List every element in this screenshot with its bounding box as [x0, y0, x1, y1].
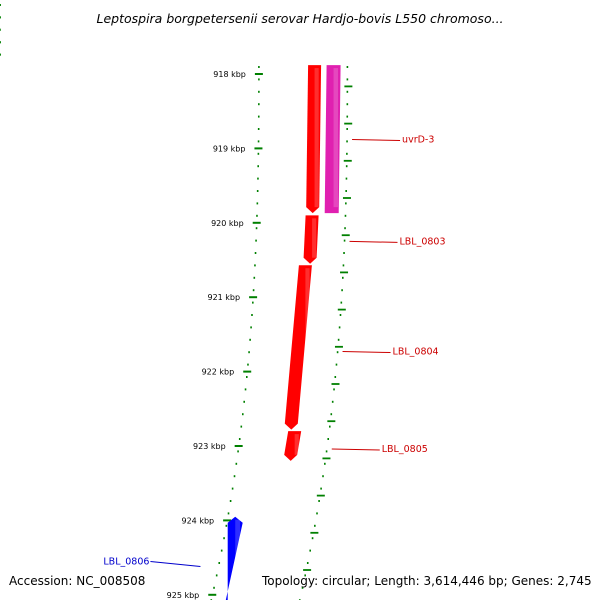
- reverse-gene: [306, 65, 322, 214]
- reverse-gene-shine: [314, 68, 319, 208]
- forward-gene-shine: [0, 28, 5, 37]
- gene-labels: uvrD-3 LBL_0803 LBL_0804 LBL_0805 LBL_0806: [103, 134, 445, 567]
- ring-layer: [0, 4, 349, 600]
- gene-label: uvrD-3: [402, 134, 434, 145]
- forward-gene: [225, 516, 243, 600]
- scale-tick-label: 918 kbp: [213, 70, 246, 79]
- genome-summary-text: Topology: circular; Length: 3,614,446 bp…: [262, 574, 592, 588]
- gene-label: LBL_0804: [393, 347, 439, 358]
- scale-tick-label: 920 kbp: [211, 219, 244, 228]
- scale-tick-label: 921 kbp: [207, 293, 240, 302]
- reverse-gene-shine: [294, 434, 299, 455]
- scale-tick-label: 924 kbp: [182, 516, 215, 525]
- scale-tick-label: 919 kbp: [213, 144, 246, 153]
- label-leader: [349, 240, 398, 243]
- gene-label: LBL_0806: [103, 557, 149, 568]
- label-leader: [342, 351, 391, 354]
- reverse-gene-shine: [312, 218, 317, 258]
- feature-track: [0, 28, 341, 600]
- feature-block-shine: [333, 68, 339, 208]
- scale-ticks: 918 kbp 919 kbp 920 kbp 921 kbp 922 kbp 923 k…: [167, 70, 353, 600]
- gene-label: LBL_0805: [382, 444, 428, 455]
- scale-tick-label: 925 kbp: [167, 591, 200, 600]
- feature-block: [324, 65, 341, 214]
- map-title: Leptospira borgpetersenii serovar Hardjo…: [96, 11, 503, 26]
- reverse-gene: [303, 215, 319, 264]
- accession-text: Accession: NC_008508: [9, 574, 146, 588]
- label-leader: [150, 561, 201, 568]
- reverse-gene: [284, 265, 312, 430]
- label-leader: [352, 138, 401, 141]
- scale-tick-label: 923 kbp: [193, 442, 226, 451]
- reverse-gene-shine: [305, 268, 310, 424]
- scale-tick-label: 922 kbp: [202, 368, 235, 377]
- reverse-gene: [284, 431, 302, 461]
- label-leader: [331, 448, 380, 451]
- forward-gene-shine: [235, 519, 241, 600]
- gene-label: LBL_0803: [399, 236, 445, 247]
